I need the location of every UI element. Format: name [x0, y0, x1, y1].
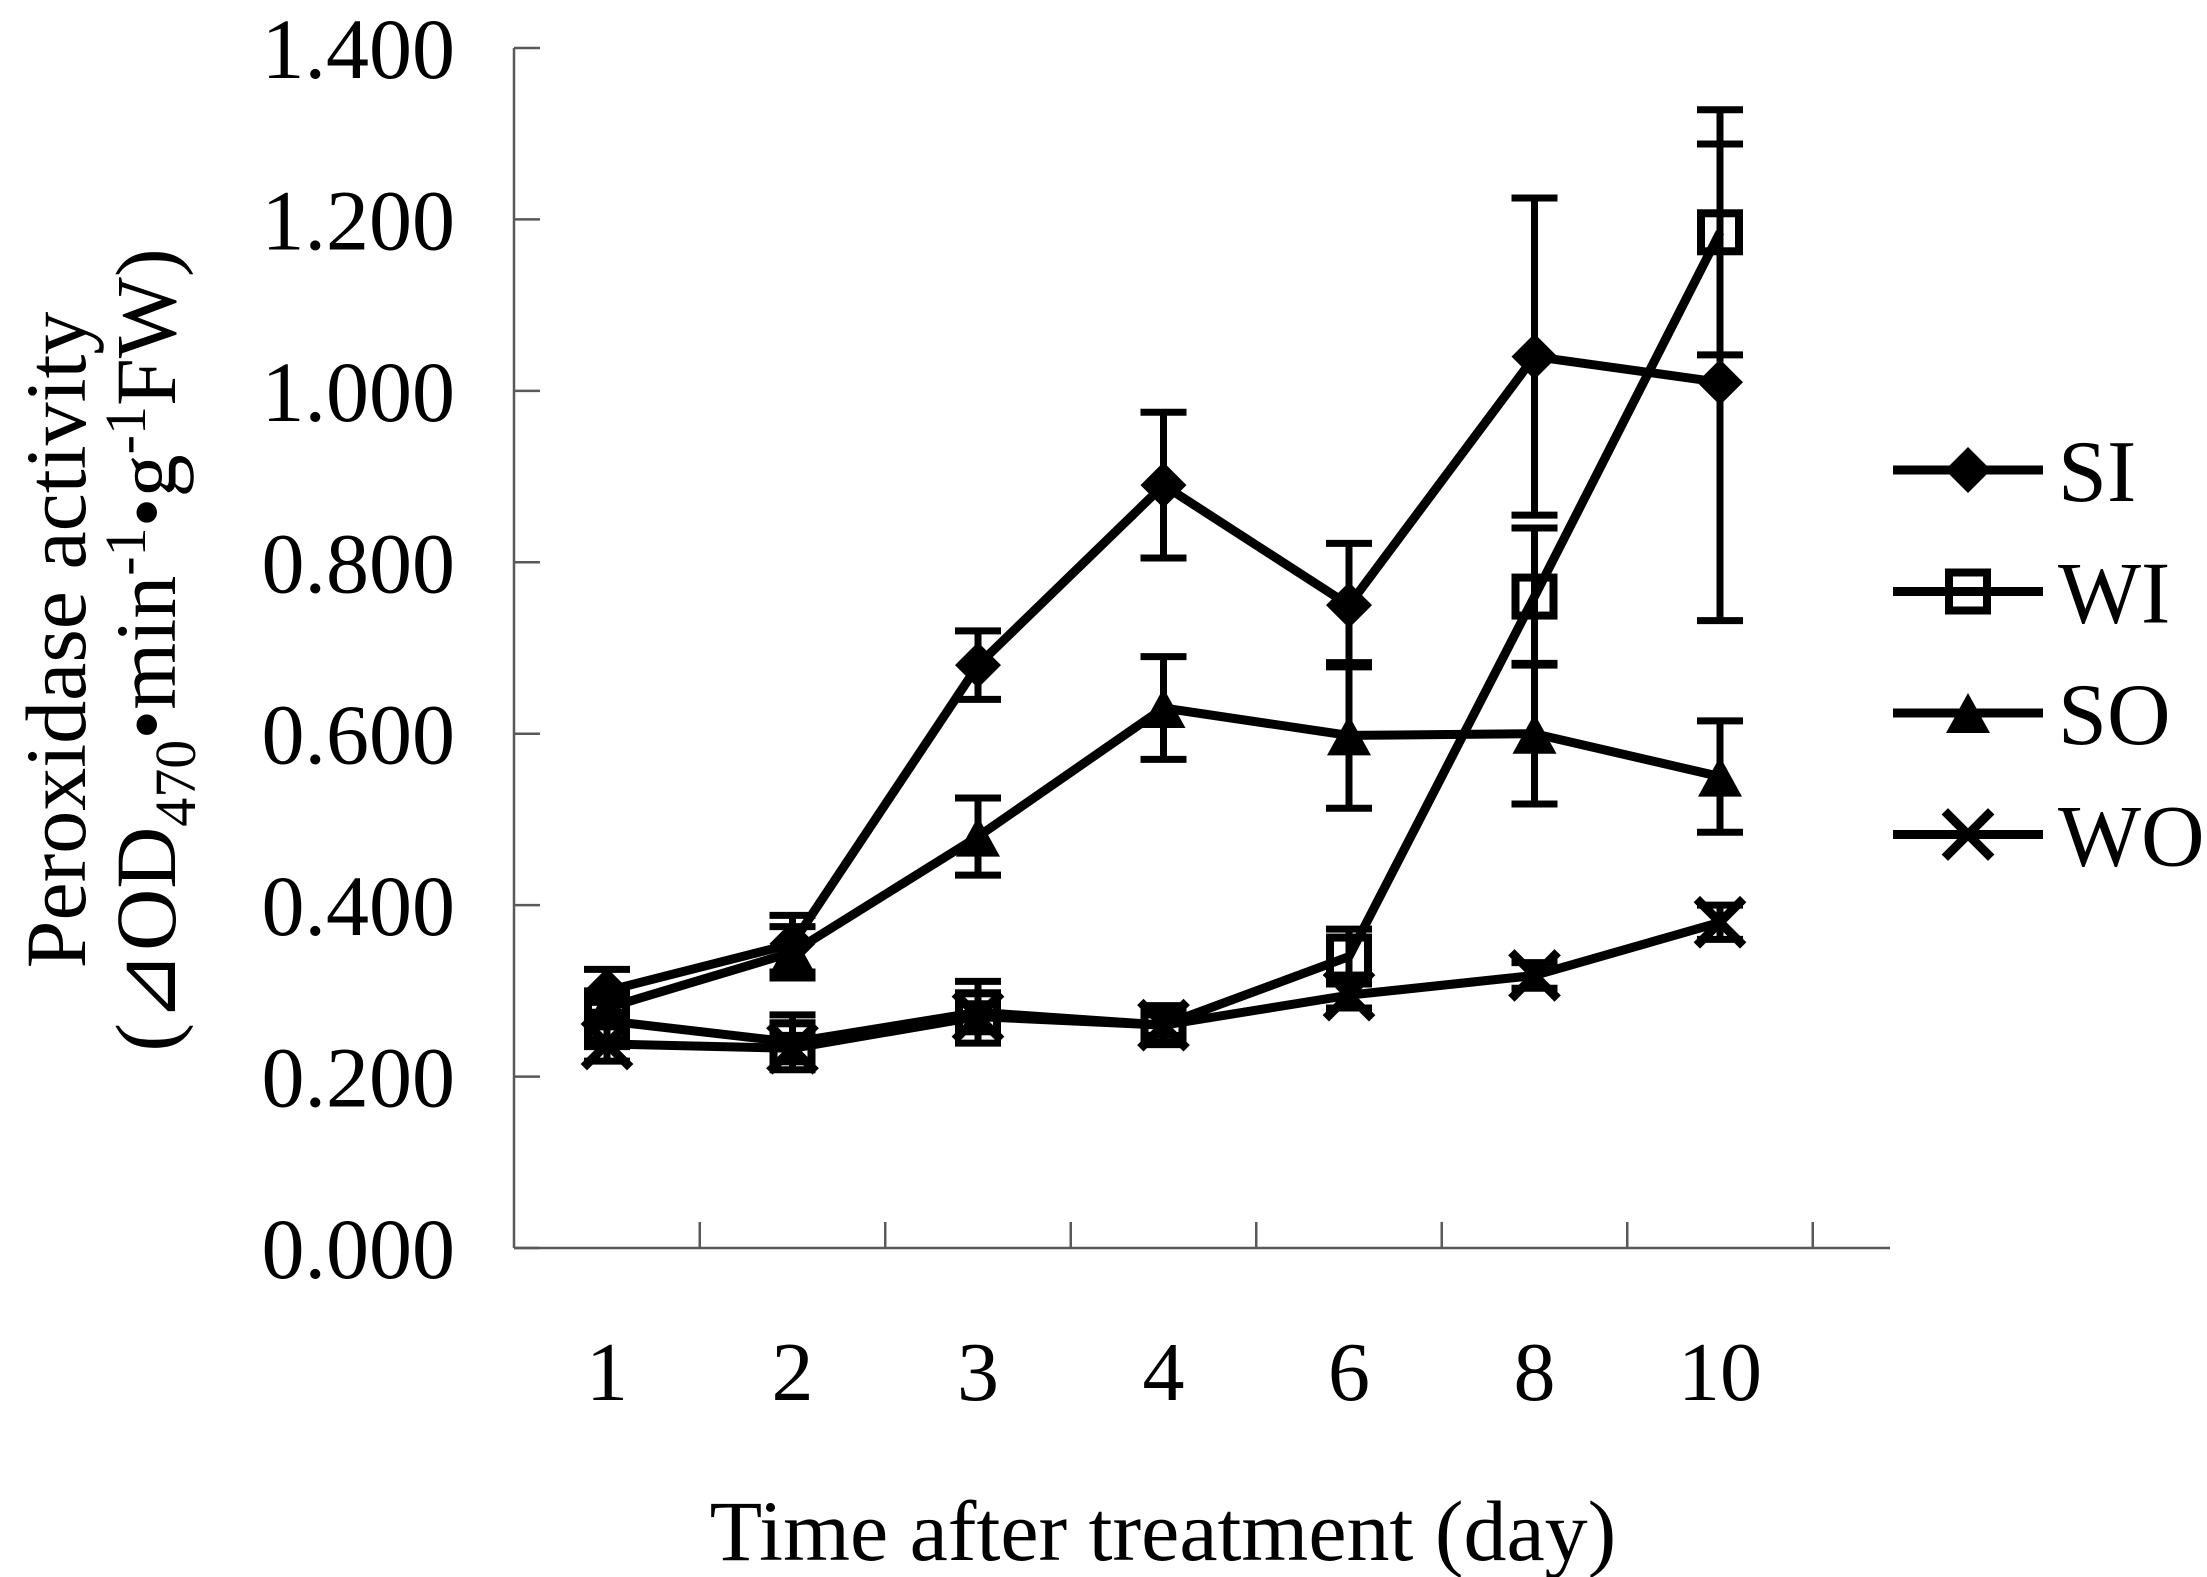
- series-WO: [580, 895, 1747, 1075]
- series-SO: [584, 653, 1743, 1029]
- x-tick-label: 1: [586, 1326, 628, 1419]
- x-tick-label: 4: [1143, 1326, 1185, 1419]
- marker-diamond-SI: [1326, 582, 1372, 629]
- y-tick-label: 0.200: [262, 1030, 456, 1126]
- marker-triangle-SO: [1512, 713, 1557, 754]
- error-bar-WI: [1697, 106, 1743, 359]
- marker-triangle-SO: [585, 988, 629, 1028]
- marker-triangle-SO: [1327, 715, 1371, 756]
- y-tick-label: 0.800: [262, 515, 456, 611]
- y-tick-label: 1.000: [262, 344, 456, 440]
- marker-diamond-SI: [1140, 462, 1187, 509]
- series-WI: [584, 106, 1743, 1074]
- marker-x-legend-WO: [1941, 808, 1995, 861]
- x-tick-labels: 1 2 3 4 6 8 10: [586, 1326, 1762, 1419]
- y-tick-label: 1.400: [262, 1, 456, 97]
- series-layer: [580, 106, 1747, 1075]
- legend-item-SO: SO: [1893, 667, 2171, 764]
- x-axis-title: Time after treatment (day): [710, 1483, 1617, 1577]
- marker-x-WO: [1137, 998, 1190, 1052]
- y-tick-label: 0.600: [262, 687, 456, 783]
- marker-triangle-legend-SO: [1946, 693, 1990, 733]
- marker-x-WO: [1322, 968, 1376, 1022]
- y-axis-title-line1: Peroxidase activity: [8, 312, 104, 969]
- marker-diamond-SI: [955, 642, 1001, 689]
- legend-label-SO: SO: [2058, 667, 2171, 764]
- marker-square-legend-WI: [1945, 568, 1991, 615]
- y-axis-title-part: (: [98, 1023, 194, 1052]
- marker-diamond-SI: [1511, 333, 1558, 380]
- y-axis-title-part: •g: [98, 454, 194, 527]
- series-SI: [584, 140, 1743, 1016]
- legend: SI WI SO WO: [1893, 424, 2205, 886]
- x-tick-label: 2: [772, 1326, 814, 1419]
- legend-label-WO: WO: [2058, 789, 2205, 886]
- y-axis-title-part: OD: [98, 827, 194, 951]
- x-tick-label: 3: [957, 1326, 999, 1419]
- marker-x-WO: [1508, 949, 1561, 1002]
- y-axis-title-part: FW): [98, 248, 194, 406]
- y-axis-title-part: ⊿: [98, 951, 194, 1023]
- legend-label-WI: WI: [2058, 546, 2170, 643]
- marker-square-WI: [1511, 573, 1558, 620]
- legend-item-WI: WI: [1893, 546, 2170, 643]
- legend-item-WO: WO: [1893, 789, 2205, 886]
- y-axis-title-part: -1: [93, 527, 158, 575]
- axes: [512, 46, 1890, 1250]
- y-tick-label: 1.200: [262, 172, 456, 268]
- marker-triangle-SO: [770, 932, 815, 973]
- marker-triangle-SO: [1698, 756, 1742, 797]
- y-axis-title-part: •min: [98, 576, 194, 740]
- y-axis-title-line2: (⊿OD470•min-1•g-1FW): [93, 248, 208, 1051]
- y-tick-label: 0.000: [262, 1201, 456, 1297]
- marker-square-WI: [1326, 933, 1372, 980]
- y-axis-title-part: -1: [93, 406, 158, 454]
- marker-x-WO: [951, 990, 1005, 1043]
- y-axis-title-part: 470: [143, 740, 208, 827]
- marker-triangle-SO: [1141, 688, 1186, 728]
- x-tick-label: 10: [1678, 1326, 1762, 1419]
- marker-square-WI: [1697, 209, 1743, 256]
- x-tick-label: 8: [1514, 1326, 1556, 1419]
- marker-x-WO: [766, 1021, 819, 1075]
- marker-x-WO: [1693, 895, 1747, 949]
- legend-label-SI: SI: [2058, 424, 2136, 521]
- marker-x-WO: [580, 1017, 634, 1071]
- x-tick-label: 6: [1328, 1326, 1370, 1419]
- y-tick-label: 0.400: [262, 858, 456, 954]
- legend-item-SI: SI: [1893, 424, 2136, 521]
- y-tick-labels: 0.000 0.200 0.400 0.600 0.800 1.000 1.200 1.400: [262, 1, 456, 1297]
- marker-triangle-SO: [956, 816, 1000, 857]
- marker-diamond-SI: [1697, 359, 1743, 406]
- marker-diamond-legend-SI: [1945, 447, 1991, 493]
